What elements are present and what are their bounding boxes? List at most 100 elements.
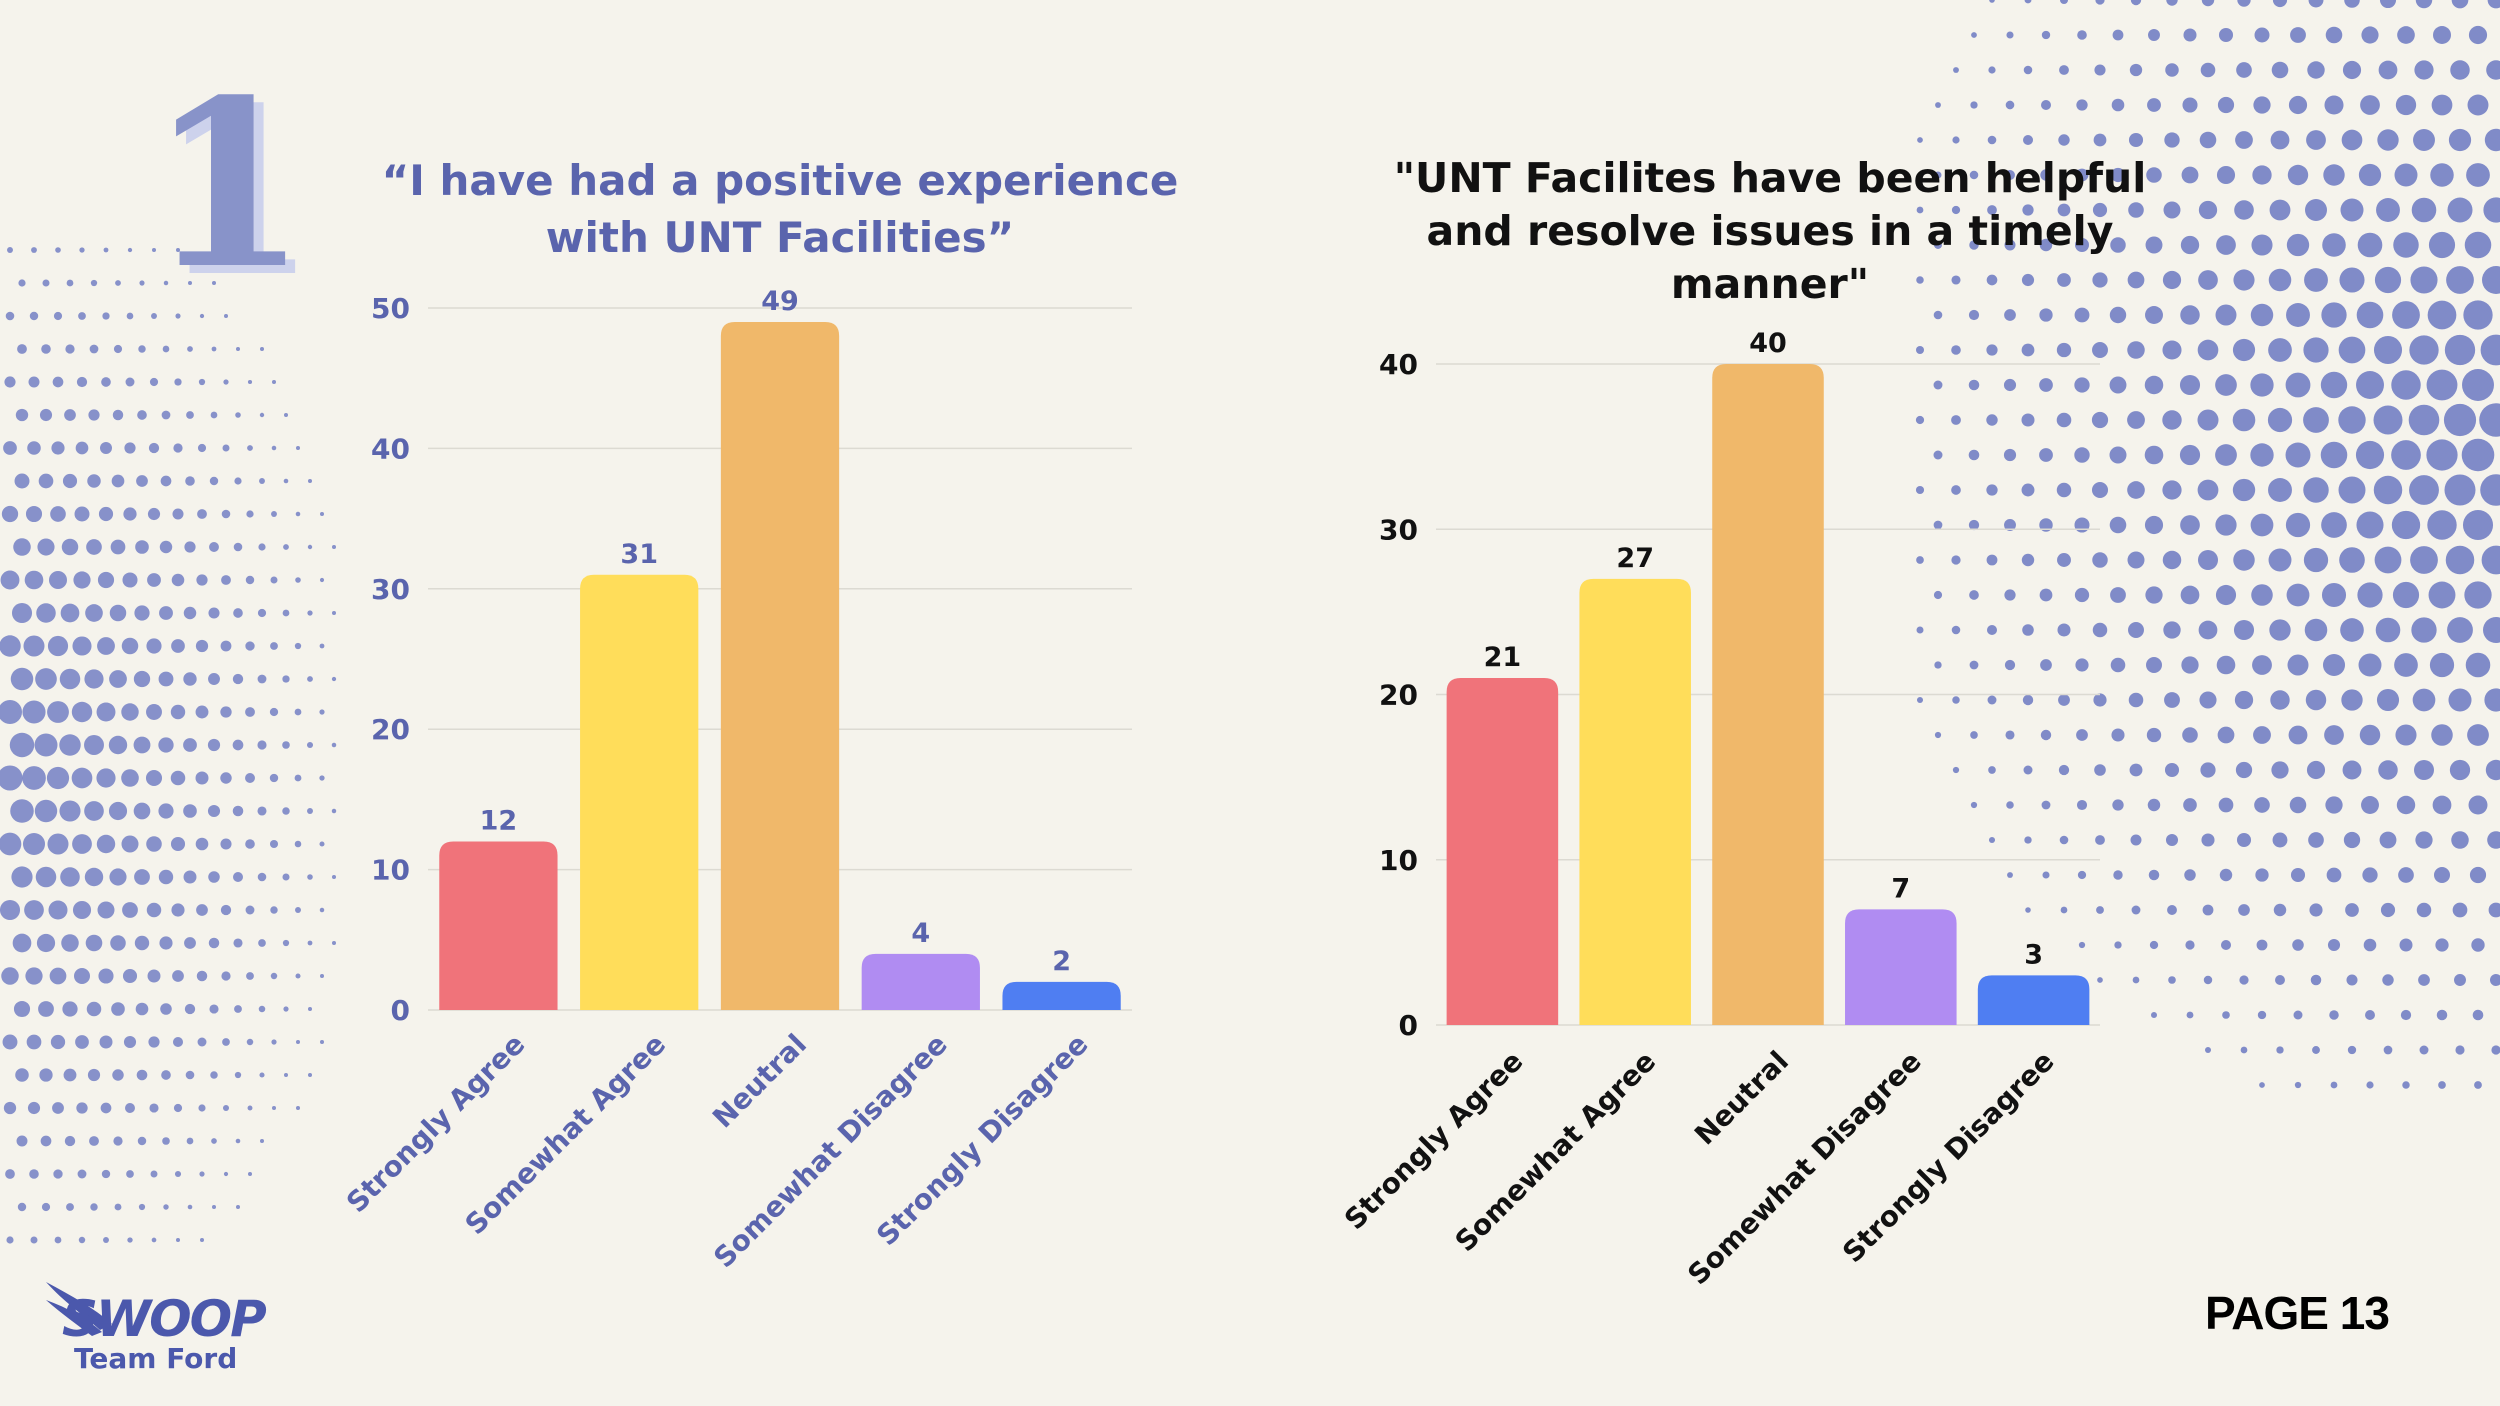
halftone-dot: [2096, 906, 2104, 914]
halftone-dot: [2252, 165, 2272, 185]
halftone-dot: [2305, 689, 2327, 711]
halftone-dot: [184, 1003, 196, 1015]
halftone-dot: [17, 1202, 27, 1212]
halftone-dot: [2454, 974, 2466, 986]
halftone-dot: [2464, 231, 2492, 259]
halftone-dot: [2257, 1010, 2267, 1020]
halftone-dot: [2092, 622, 2108, 638]
halftone-dot: [211, 1138, 217, 1144]
halftone-dot: [2393, 232, 2419, 258]
halftone-dot: [1916, 626, 1924, 634]
halftone-dot: [2110, 657, 2126, 673]
halftone-dot: [2374, 266, 2402, 294]
halftone-dot: [71, 701, 93, 723]
halftone-dot: [2005, 170, 2015, 180]
halftone-dot: [1915, 415, 1925, 425]
halftone-dot: [1989, 0, 1995, 3]
halftone-dot: [2162, 340, 2182, 360]
halftone-dot: [2215, 514, 2237, 536]
halftone-dot: [2253, 96, 2271, 114]
halftone-dot: [235, 1138, 241, 1144]
halftone-dot: [245, 839, 255, 849]
halftone-dot: [246, 1038, 254, 1046]
halftone-dot: [2021, 553, 2035, 567]
halftone-dot: [307, 610, 313, 616]
halftone-dot: [2162, 550, 2182, 570]
halftone-dot: [74, 506, 90, 522]
halftone-dot: [72, 636, 92, 656]
halftone-dot: [2111, 98, 2125, 112]
halftone-dot: [2310, 974, 2322, 986]
halftone-dot: [2415, 831, 2433, 849]
halftone-dot: [2490, 974, 2500, 986]
halftone-dot: [2376, 688, 2400, 712]
halftone-dot: [2182, 97, 2198, 113]
halftone-dot: [2358, 653, 2382, 677]
halftone-dot: [2060, 906, 2068, 914]
halftone-dot: [210, 1071, 218, 1079]
halftone-dot: [319, 577, 325, 583]
halftone-dot: [196, 904, 208, 916]
halftone-dot: [271, 445, 277, 451]
halftone-dot: [97, 901, 115, 919]
bar: [1446, 677, 1559, 1025]
halftone-dot: [121, 835, 139, 853]
halftone-dot: [2022, 694, 2034, 706]
halftone-dot: [89, 1136, 99, 1146]
halftone-dot: [2163, 201, 2181, 219]
halftone-dot: [9, 732, 35, 758]
y-tick-label: 30: [371, 573, 410, 606]
halftone-dot: [2394, 653, 2418, 677]
halftone-dot: [1933, 450, 1943, 460]
halftone-dot: [84, 735, 104, 755]
halftone-dot: [36, 933, 56, 953]
halftone-dot: [2303, 337, 2329, 363]
halftone-dot: [2267, 407, 2293, 433]
halftone-dot: [125, 1103, 135, 1113]
halftone-dot: [78, 312, 86, 320]
halftone-dot: [2338, 476, 2366, 504]
halftone-dot: [2338, 336, 2366, 364]
halftone-dot: [332, 611, 336, 615]
halftone-dot: [2183, 798, 2197, 812]
halftone-dot: [1951, 275, 1961, 285]
halftone-dot: [159, 540, 173, 554]
halftone-dot: [1934, 661, 1942, 669]
halftone-dot: [170, 704, 186, 720]
halftone-dot: [2021, 343, 2035, 357]
halftone-dot: [1916, 206, 1924, 214]
halftone-dot: [53, 1169, 63, 1179]
halftone-dot: [2462, 509, 2494, 541]
halftone-dot: [99, 1035, 113, 1049]
halftone-dot: [2394, 163, 2418, 187]
halftone-dot: [2180, 235, 2200, 255]
halftone-dot: [1933, 520, 1943, 530]
halftone-dot: [101, 1169, 111, 1179]
halftone-dot: [137, 1136, 147, 1146]
halftone-dot: [2346, 974, 2358, 986]
halftone-dot: [84, 801, 104, 821]
halftone-dot: [2236, 832, 2252, 848]
halftone-dot: [270, 576, 278, 584]
halftone-dot: [2400, 1009, 2412, 1021]
bar: [1579, 578, 1691, 1025]
halftone-dot: [2309, 903, 2323, 917]
halftone-dot: [2338, 406, 2366, 434]
halftone-dot: [2005, 730, 2015, 740]
halftone-dot: [2236, 62, 2252, 78]
halftone-dot: [6, 1236, 14, 1244]
halftone-dot: [2095, 835, 2105, 845]
halftone-dot: [2484, 688, 2500, 712]
halftone-dot: [2343, 831, 2361, 849]
halftone-dot: [2345, 903, 2359, 917]
halftone-dot: [233, 938, 243, 948]
halftone-dot: [233, 542, 243, 552]
halftone-dot: [114, 1203, 122, 1211]
halftone-dot: [283, 544, 289, 550]
halftone-dot: [2287, 164, 2309, 186]
halftone-dot: [2306, 130, 2326, 150]
halftone-dot: [2463, 300, 2493, 330]
halftone-dot: [2200, 62, 2216, 78]
halftone-dot: [75, 441, 89, 455]
halftone-dot: [2411, 197, 2437, 223]
